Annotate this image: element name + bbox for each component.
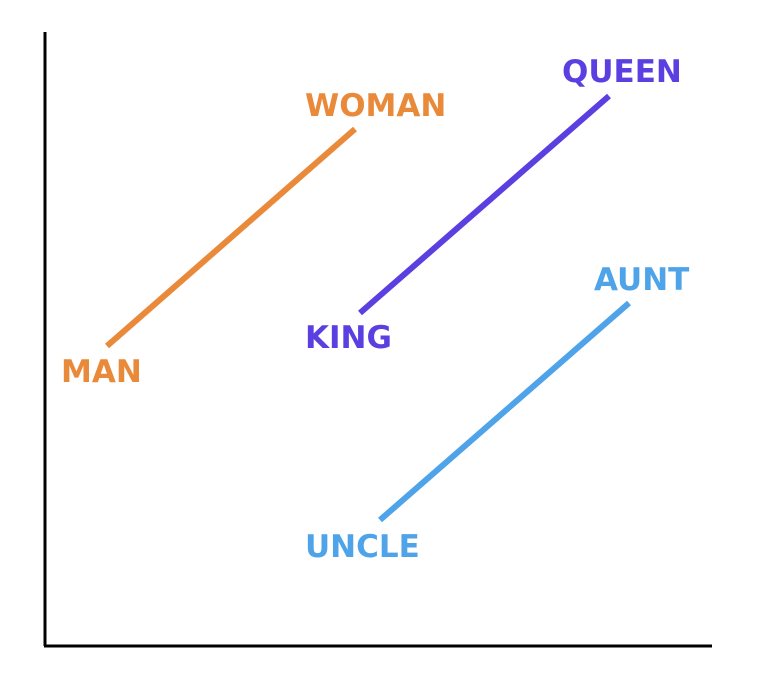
label-man: MAN — [61, 354, 142, 390]
pair-line-man-woman — [105, 126, 357, 349]
pair-line-king-queen — [358, 93, 611, 316]
label-woman: WOMAN — [305, 88, 446, 124]
label-uncle: UNCLE — [305, 529, 420, 565]
pair-line-uncle-aunt — [378, 300, 631, 523]
label-aunt: AUNT — [594, 262, 689, 298]
label-queen: QUEEN — [562, 54, 682, 90]
label-king: KING — [305, 320, 392, 356]
